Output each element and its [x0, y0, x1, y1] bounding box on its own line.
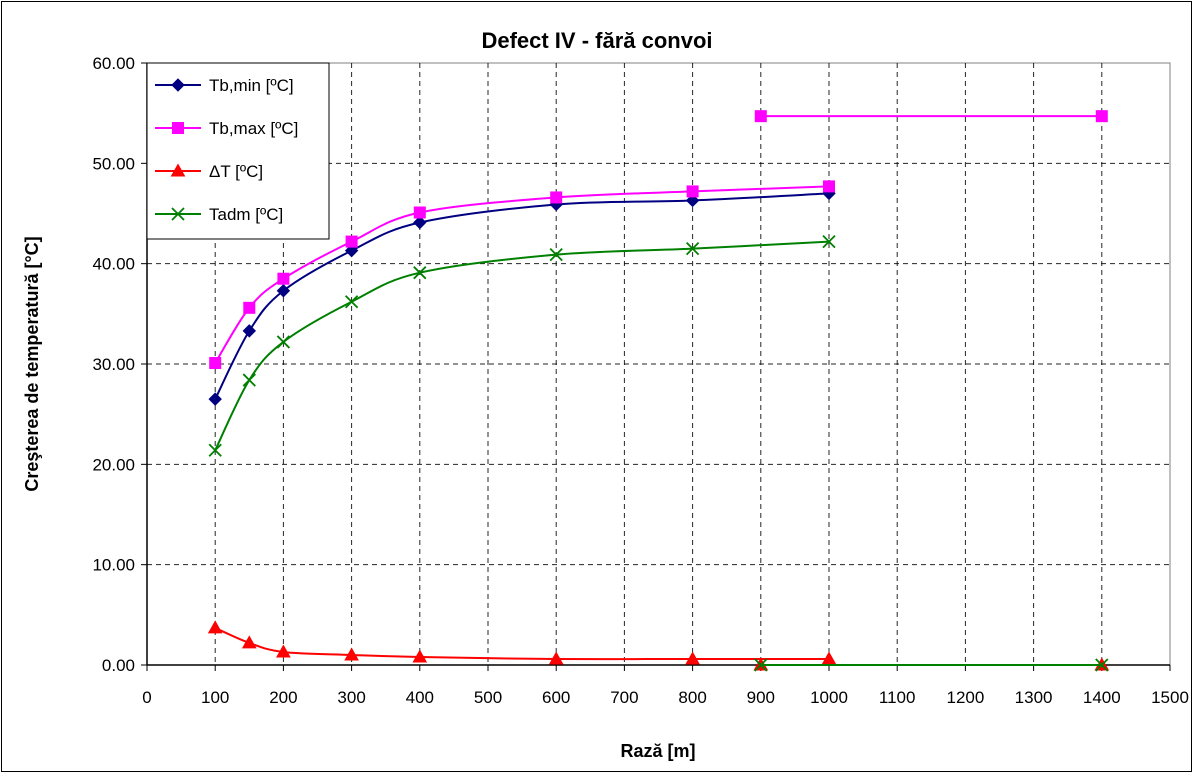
y-tick-label: 20.00 [92, 455, 135, 474]
data-point [822, 234, 836, 249]
legend: Tb,min [ºC] Tb,max [ºC] ΔT [ºC] Tadm [ºC] [146, 62, 330, 240]
x-tick-label: 900 [747, 688, 775, 707]
y-tick-label: 30.00 [92, 355, 135, 374]
legend-marker [171, 207, 185, 221]
x-tick-label: 400 [406, 688, 434, 707]
data-point [412, 649, 428, 663]
x-tick-label: 1500 [1151, 688, 1189, 707]
data-point [345, 235, 358, 248]
y-tick-label: 0.00 [102, 656, 135, 675]
data-point [1095, 110, 1108, 123]
data-point [413, 266, 427, 280]
marker-stroke [754, 658, 768, 672]
data-point [686, 185, 699, 198]
marker-stroke [822, 234, 836, 249]
data-point [548, 651, 564, 665]
data-point [209, 356, 222, 369]
data-point [276, 335, 291, 349]
marker-stroke [685, 241, 700, 256]
legend-label: Tb,min [ºC] [209, 76, 294, 95]
data-point [208, 443, 222, 457]
y-tick-label: 40.00 [92, 255, 135, 274]
data-point [344, 647, 359, 661]
x-tick-label: 1100 [879, 688, 916, 707]
data-point [241, 635, 257, 649]
data-point [276, 284, 291, 298]
data-point [243, 301, 256, 314]
x-tick-label: 300 [337, 688, 365, 707]
legend-marker [170, 163, 186, 177]
y-tick-label: 60.00 [92, 54, 135, 73]
data-point [685, 193, 700, 208]
legend-box [146, 62, 330, 240]
axes: 0 100 200 300 400 500 600 700 800 900 1000 1100 1200… [92, 54, 1188, 707]
data-point [413, 206, 426, 219]
legend-item: ΔT [ºC] [155, 162, 263, 181]
x-tick-label: 600 [542, 688, 570, 707]
data-point [344, 295, 359, 309]
chart-title: Defect IV - fără convoi [481, 28, 712, 53]
x-tick-label: 100 [201, 688, 229, 707]
marker-stroke [344, 295, 359, 309]
series-2 [209, 110, 1108, 369]
marker-stroke [171, 207, 185, 221]
x-tick-label: 500 [474, 688, 502, 707]
grid-lines [147, 63, 1170, 665]
marker-stroke [242, 373, 256, 387]
series-layer [207, 110, 1110, 672]
data-point [242, 373, 256, 387]
data-point [242, 324, 257, 338]
legend-label: Tb,max [ºC] [209, 119, 298, 138]
x-tick-label: 200 [269, 688, 297, 707]
data-point [685, 651, 700, 665]
data-point [276, 644, 291, 658]
data-point [1095, 658, 1109, 672]
data-point [413, 215, 427, 230]
marker-stroke [413, 266, 427, 280]
data-point [549, 248, 563, 262]
x-tick-label: 1300 [1015, 688, 1053, 707]
y-tick-label: 10.00 [92, 556, 135, 575]
x-tick-label: 1200 [946, 688, 984, 707]
data-point [685, 241, 700, 256]
data-point [207, 620, 223, 634]
data-point [823, 180, 835, 193]
data-point [344, 243, 359, 258]
legend-marker [171, 78, 185, 92]
x-tick-label: 1400 [1083, 688, 1121, 707]
marker-stroke [549, 248, 563, 262]
x-axis-title: Rază [m] [620, 741, 695, 761]
data-point [208, 392, 222, 406]
series-4 [208, 234, 1109, 672]
x-tick-label: 1000 [810, 688, 848, 707]
y-axis-title: Creşterea de temperatură [°C] [22, 236, 42, 491]
legend-item: Tadm [ºC] [155, 205, 283, 224]
legend-label: Tadm [ºC] [209, 205, 283, 224]
data-point [550, 191, 563, 204]
legend-item: Tb,max [ºC] [155, 119, 298, 138]
marker-stroke [1095, 658, 1109, 672]
data-point [754, 110, 767, 123]
data-point [277, 272, 290, 285]
data-point [754, 658, 768, 672]
y-tick-label: 50.00 [92, 154, 135, 173]
legend-label: ΔT [ºC] [209, 162, 263, 181]
x-tick-label: 800 [678, 688, 706, 707]
marker-stroke [208, 443, 222, 457]
legend-item: Tb,min [ºC] [155, 76, 294, 95]
data-point [821, 651, 837, 665]
legend-marker [172, 122, 184, 134]
x-tick-label: 700 [610, 688, 638, 707]
marker-stroke [276, 335, 291, 349]
x-tick-label: 0 [142, 688, 151, 707]
